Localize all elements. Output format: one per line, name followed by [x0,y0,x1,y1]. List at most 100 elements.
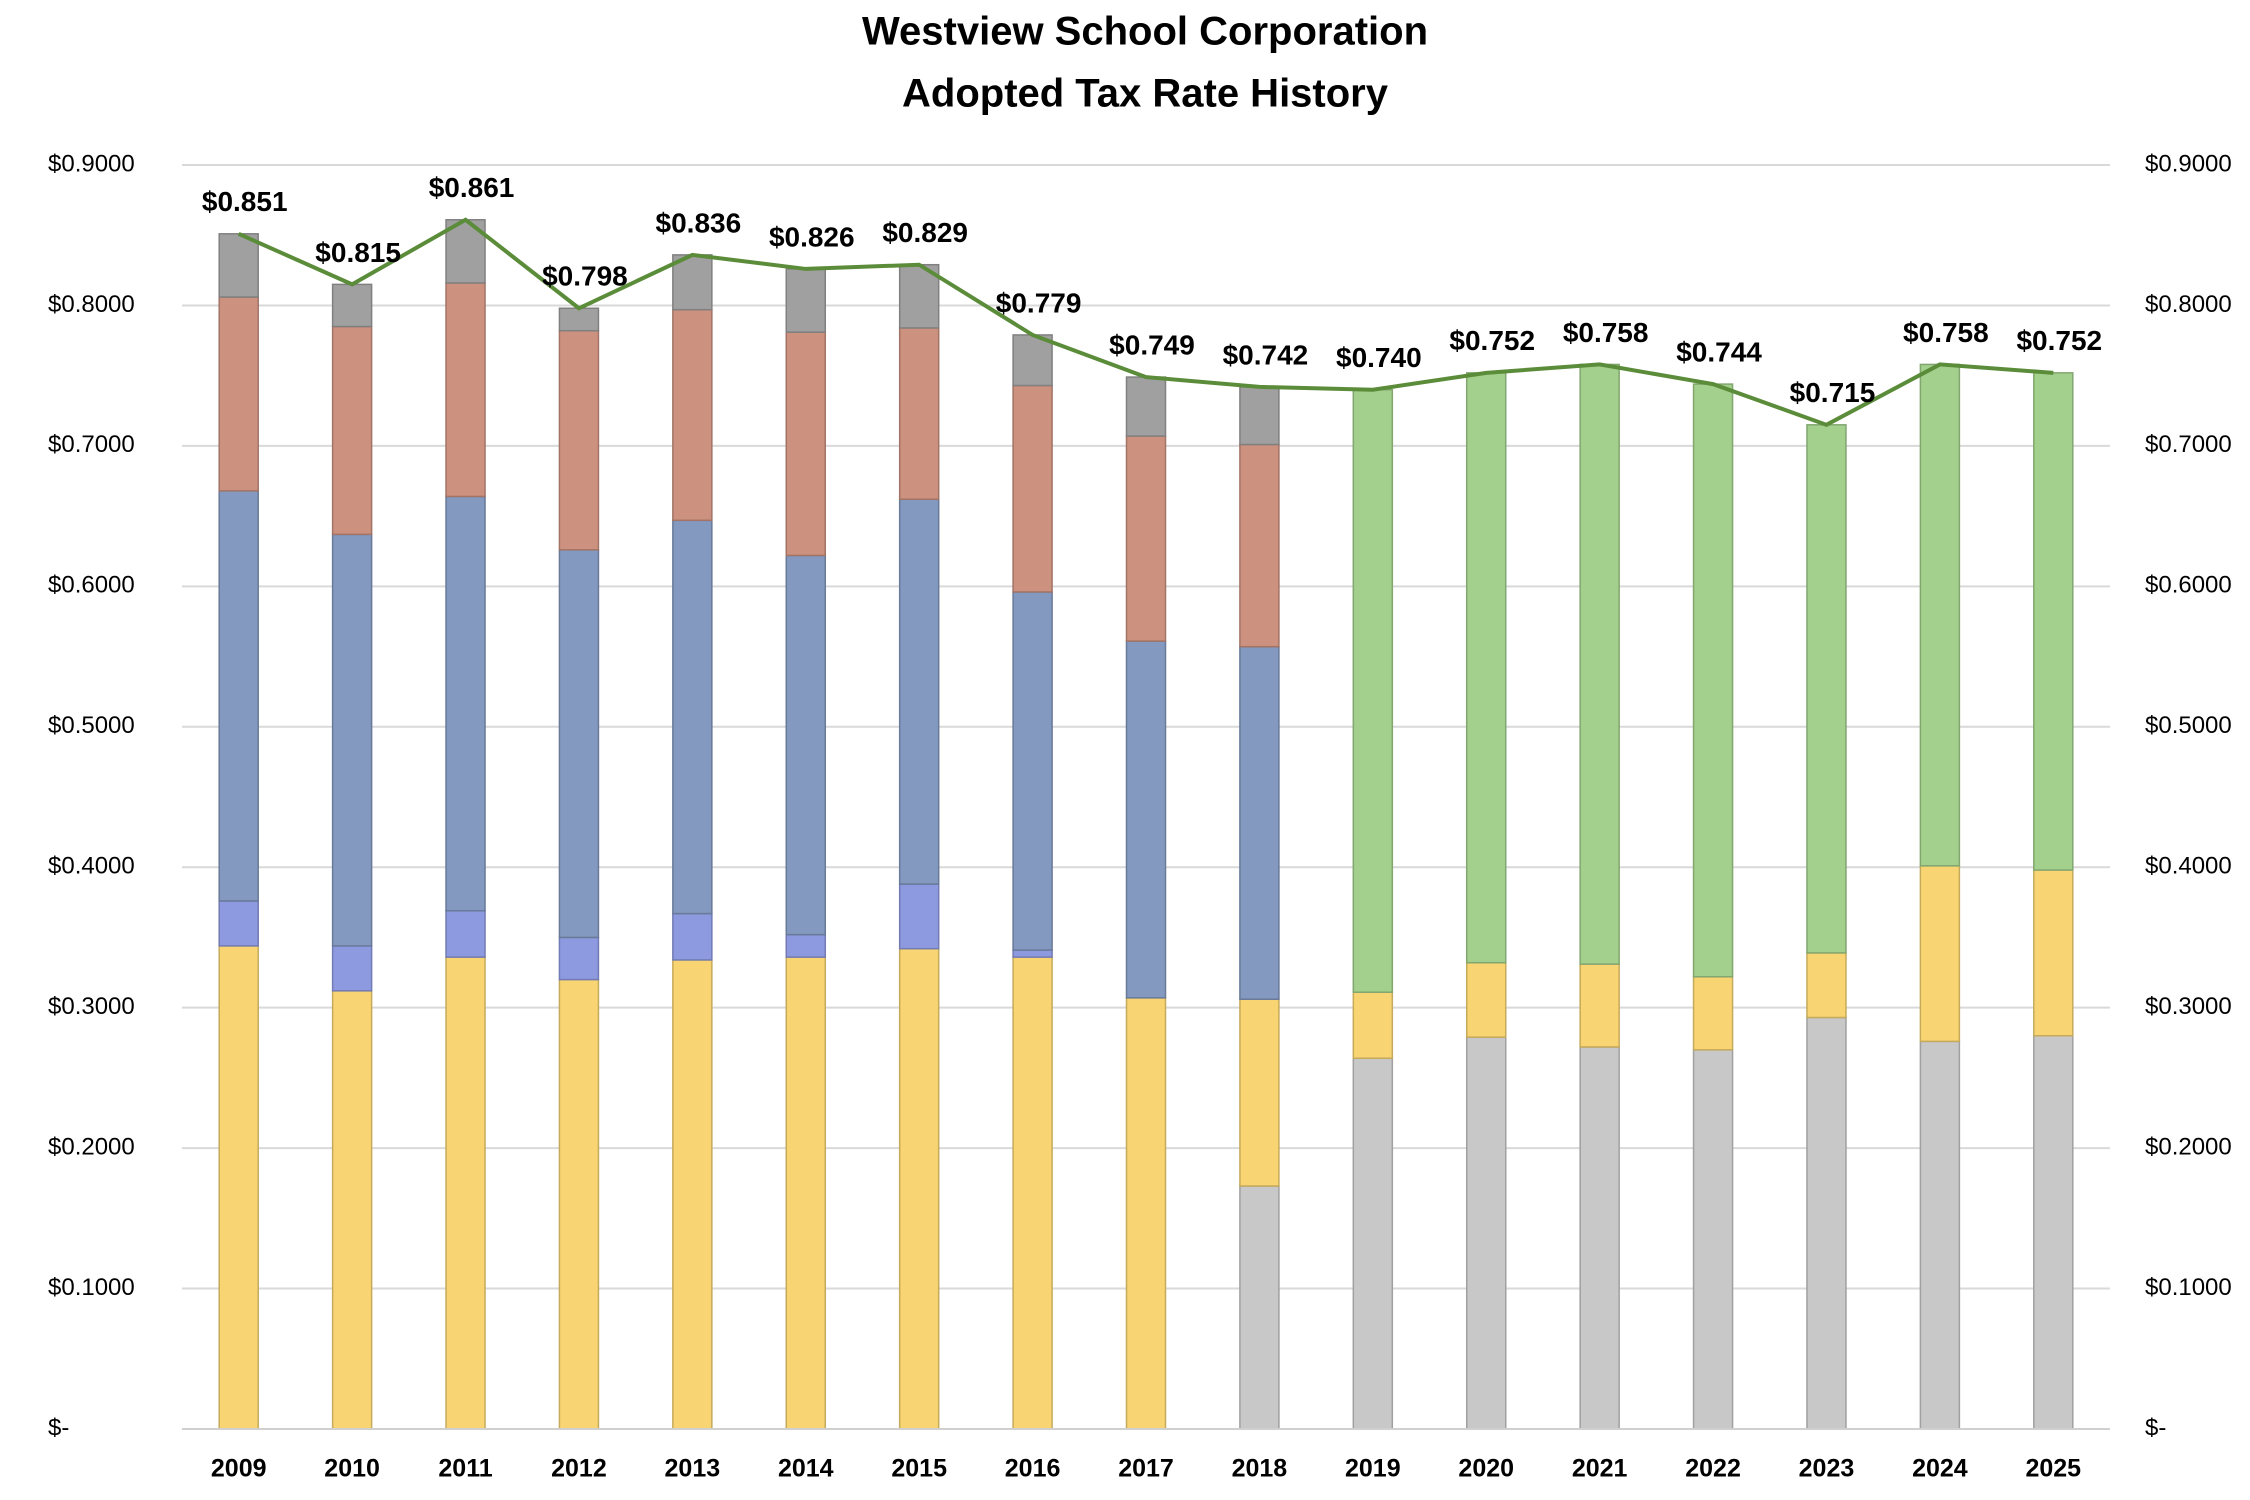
bar-segment [331,325,373,536]
y-tick-label: $0.5000 [48,712,135,739]
x-tick-label: 2011 [438,1455,492,1483]
bar-segment [1125,640,1167,999]
total-line [237,217,2054,428]
bar-segment [1806,1016,1847,1430]
bar-segment [1239,386,1280,446]
bar-segment [672,912,713,961]
y2-tick-label: $0.3000 [2145,993,2232,1020]
x-tick-label: 2015 [891,1455,947,1483]
value-label: $0.815 [315,237,401,268]
value-label: $0.836 [656,207,742,238]
bar-segment [1579,963,1620,1048]
bar-segment [1692,1049,1734,1430]
bar-segment [2033,372,2074,871]
bar-segment [558,307,600,332]
x-tick-label: 2016 [1005,1455,1061,1483]
bar-segment [558,329,600,551]
bar-segment [218,233,259,298]
bar-segment [445,910,486,958]
bar-segment [1465,961,1507,1038]
bar-segment [785,956,827,1430]
bar-segment [1919,865,1961,1043]
bar-segment [331,283,373,328]
bar-segment [898,947,940,1430]
bar-segment [785,933,827,958]
bar-segment [1352,1057,1394,1430]
x-tick-label: 2013 [665,1455,721,1483]
y2-tick-label: $0.4000 [2145,853,2232,880]
bar-segment [1806,952,1847,1019]
value-label: $0.749 [1109,329,1195,360]
bar-segment [785,331,827,557]
bar-segment [2033,869,2074,1037]
bar-segment [218,900,259,947]
bar-segment [558,936,600,981]
x-tick-label: 2012 [551,1455,607,1483]
bar-segment [898,327,940,501]
bar-segment [1465,372,1507,964]
x-tick-label: 2021 [1572,1455,1628,1483]
value-label: $0.829 [882,217,968,248]
bar-segment [1239,443,1280,648]
y-tick-label: $0.7000 [48,431,135,458]
bar-segment [785,554,827,936]
x-tick-label: 2024 [1912,1455,1968,1483]
y2-tick-label: $0.5000 [2145,712,2232,739]
bar-segment [445,495,486,912]
bar-segment [898,883,940,950]
bar-segment [1012,591,1053,951]
y-tick-label: $0.4000 [48,853,135,880]
x-tick-label: 2010 [324,1455,380,1483]
bar-segment [445,282,486,498]
bar-segment [1239,1185,1280,1430]
bar-segment [1012,949,1053,958]
bar-segment [1919,363,1961,867]
x-tick-label: 2017 [1118,1455,1174,1483]
bar-segment [1465,1036,1507,1430]
y2-tick-label: $- [2145,1414,2166,1441]
value-label: $0.779 [996,287,1082,318]
bar-segment [1806,424,1847,954]
bar-segment [672,959,713,1430]
y2-tick-label: $0.9000 [2145,150,2232,177]
value-label: $0.740 [1336,342,1422,373]
bar-segment [785,268,827,333]
x-tick-label: 2018 [1232,1455,1288,1483]
y-tick-label: $0.9000 [48,150,135,177]
x-tick-label: 2023 [1799,1455,1855,1483]
bar-segment [1579,363,1620,965]
bar-segment [1919,1040,1961,1430]
chart-title: Westview School Corporation [862,10,1428,54]
y2-tick-label: $0.6000 [2145,572,2232,599]
bar-segment [1125,435,1167,642]
y2-tick-label: $0.2000 [2145,1133,2232,1160]
value-label: $0.758 [1903,317,1989,348]
x-tick-label: 2025 [2025,1455,2081,1483]
chart-subtitle: Adopted Tax Rate History [902,72,1389,116]
value-label: $0.715 [1790,377,1876,408]
y2-tick-label: $0.1000 [2145,1274,2232,1301]
bar-segment [898,263,940,329]
y-tick-label: $0.3000 [48,993,135,1020]
bar-segment [1692,383,1734,978]
value-label: $0.798 [542,261,628,292]
bar-segment [1692,976,1734,1051]
bar-segment [218,490,259,902]
y-tick-label: $- [48,1414,69,1441]
bar-segment [1239,998,1280,1187]
bar-segment [2033,1035,2074,1430]
bar-segment [1125,376,1167,437]
value-label: $0.742 [1223,339,1309,370]
y2-tick-label: $0.8000 [2145,291,2232,318]
bar-segment [1012,334,1053,387]
x-tick-label: 2014 [778,1455,834,1483]
value-label: $0.851 [202,186,288,217]
x-tick-label: 2009 [211,1455,267,1483]
bar-segment [331,533,373,947]
y2-tick-label: $0.7000 [2145,431,2232,458]
bar-segment [218,945,259,1430]
bar-segment [331,945,373,992]
bar-segment [1012,956,1053,1430]
bar-segment [672,308,713,522]
